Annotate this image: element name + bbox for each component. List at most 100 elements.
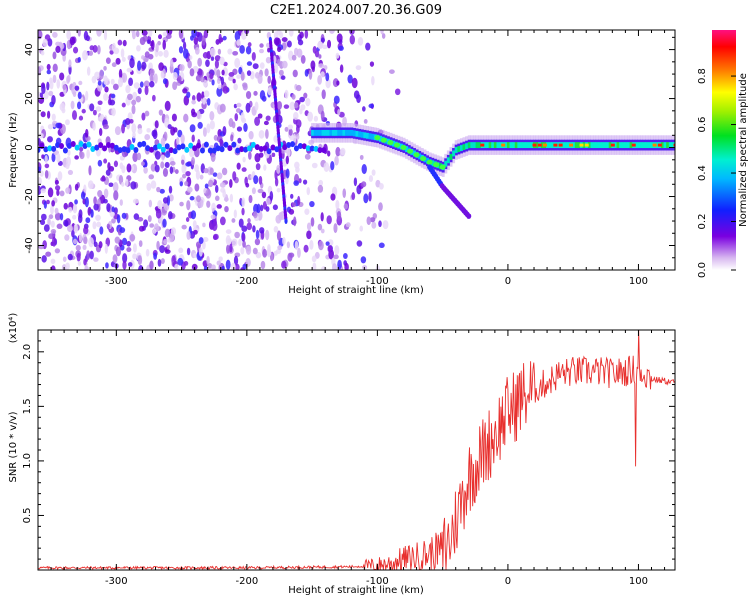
band-cell	[239, 146, 245, 153]
noise-speckle	[235, 263, 240, 270]
noise-speckle	[104, 86, 109, 93]
noise-speckle	[126, 163, 132, 173]
band-cell	[313, 145, 319, 152]
noise-speckle	[119, 227, 126, 233]
noise-speckle	[179, 201, 184, 207]
noise-speckle	[137, 255, 143, 266]
noise-speckle	[338, 45, 344, 51]
noise-speckle	[326, 215, 332, 225]
signal-peak	[657, 143, 662, 147]
noise-speckle	[182, 173, 187, 179]
noise-speckle	[226, 244, 230, 254]
noise-speckle	[234, 231, 240, 239]
noise-speckle	[276, 164, 281, 175]
colorbar: 0.0 0.2 0.4 0.6 0.8 Normalized spectral ampl…	[697, 30, 749, 278]
noise-speckle	[112, 254, 118, 263]
noise-speckle	[49, 79, 54, 90]
band-cell	[227, 145, 233, 152]
noise-speckle	[54, 248, 61, 254]
noise-speckle	[216, 260, 221, 266]
noise-speckle	[303, 92, 308, 99]
noise-speckle	[77, 91, 82, 100]
noise-speckle	[232, 50, 239, 56]
noise-speckle	[303, 244, 309, 253]
noise-speckle	[202, 237, 209, 243]
noise-speckle	[56, 189, 60, 196]
noise-speckle	[339, 64, 344, 73]
signal-core	[352, 130, 356, 137]
signal-core	[509, 142, 513, 149]
signal-core	[525, 142, 529, 149]
noise-speckle	[309, 239, 314, 250]
noise-speckle	[114, 236, 121, 244]
signal-core	[608, 142, 612, 149]
noise-speckle	[59, 190, 65, 197]
noise-speckle	[172, 81, 178, 91]
noise-speckle	[232, 171, 237, 181]
x-tick-label: -200	[236, 276, 259, 287]
noise-speckle	[146, 182, 152, 191]
noise-speckle	[164, 100, 171, 111]
x-tick-label: 0	[505, 576, 511, 587]
colorbar-tick-label: 0.2	[697, 214, 708, 230]
noise-speckle	[154, 164, 160, 173]
noise-speckle	[257, 113, 263, 119]
noise-speckle	[263, 164, 267, 171]
noise-speckle	[122, 39, 127, 47]
noise-speckle	[112, 83, 119, 91]
noise-speckle	[259, 62, 265, 70]
noise-speckle	[197, 57, 203, 67]
noise-speckle	[353, 177, 358, 187]
noise-speckle	[115, 57, 121, 65]
noise-speckle	[297, 247, 301, 258]
noise-speckle	[241, 167, 247, 172]
signal-core	[475, 142, 479, 149]
noise-speckle	[327, 245, 333, 253]
signal-peak	[532, 143, 537, 147]
noise-speckle	[242, 156, 246, 163]
noise-speckle	[259, 227, 265, 234]
noise-speckle	[122, 260, 127, 270]
signal-blob	[374, 135, 381, 141]
noise-speckle	[225, 229, 232, 234]
noise-speckle	[314, 50, 320, 58]
noise-speckle	[132, 253, 137, 260]
y-tick-label: 1.0	[22, 453, 33, 469]
noise-speckle	[149, 81, 155, 88]
noise-speckle	[275, 214, 282, 224]
noise-speckle	[186, 186, 193, 193]
noise-speckle	[187, 60, 192, 69]
band-cell	[141, 140, 147, 147]
signal-core	[446, 157, 450, 164]
noise-speckle	[300, 104, 306, 111]
noise-speckle	[296, 48, 303, 58]
noise-speckle	[43, 224, 50, 232]
noise-speckle	[259, 204, 264, 212]
noise-speckle	[285, 155, 289, 165]
noise-speckle	[195, 169, 201, 180]
noise-speckle	[46, 69, 52, 75]
noise-speckle	[108, 165, 115, 172]
colorbar-tick-label: 0.6	[697, 117, 708, 133]
noise-speckle	[72, 214, 77, 220]
noise-speckle	[378, 242, 385, 249]
noise-speckle	[254, 101, 259, 111]
noise-speckle	[232, 78, 236, 84]
x-tick-label: -300	[105, 276, 128, 287]
noise-speckle	[202, 52, 209, 59]
noise-speckle	[318, 54, 322, 59]
noise-speckle	[51, 113, 56, 121]
band-cell	[94, 144, 100, 151]
band-cell	[184, 146, 190, 153]
noise-speckle	[131, 104, 136, 115]
noise-speckle	[325, 72, 330, 82]
noise-speckle	[162, 218, 167, 228]
band-cell	[196, 142, 202, 149]
band-cell	[62, 147, 68, 154]
noise-speckle	[219, 216, 226, 226]
noise-speckle	[97, 190, 103, 198]
noise-speckle	[97, 44, 101, 55]
noise-speckle	[86, 66, 91, 76]
signal-core	[329, 129, 333, 136]
noise-speckle	[108, 182, 114, 188]
